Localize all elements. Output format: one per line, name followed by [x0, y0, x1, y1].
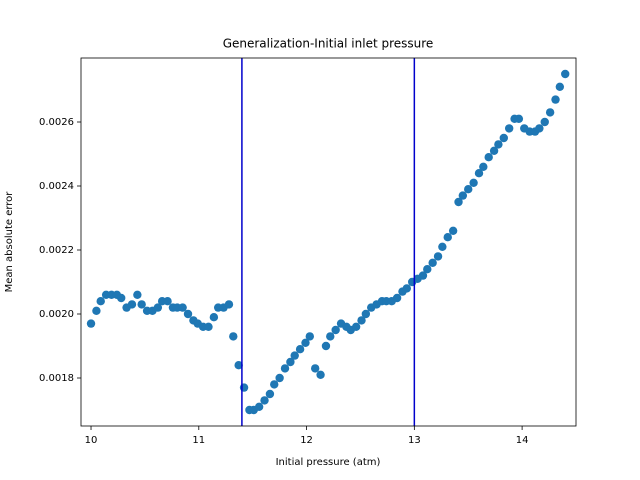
point: [443, 233, 452, 242]
point: [224, 300, 234, 309]
point: [551, 95, 560, 104]
point: [479, 162, 488, 171]
point: [540, 117, 549, 127]
point: [361, 309, 371, 319]
point: [286, 357, 295, 367]
point: [454, 197, 463, 207]
point: [254, 402, 264, 411]
y-tick-label: 0.0026: [39, 117, 74, 128]
y-tick-label: 0.0020: [39, 309, 74, 320]
x-axis-label: Initial pressure (atm): [276, 457, 381, 468]
point: [92, 306, 101, 315]
y-tick-label: 0.0024: [39, 181, 74, 192]
plot-frame: [80, 57, 577, 427]
point: [428, 258, 437, 267]
point: [316, 370, 325, 379]
point: [351, 322, 361, 331]
point: [86, 319, 96, 328]
point: [545, 108, 555, 117]
point: [260, 396, 269, 405]
x-tick-label: 12: [300, 435, 313, 446]
point: [326, 332, 335, 341]
point: [474, 169, 484, 178]
point: [535, 124, 544, 133]
point: [438, 242, 447, 251]
point: [494, 140, 503, 149]
point: [433, 252, 443, 261]
point: [127, 300, 137, 309]
point: [469, 178, 478, 187]
point: [331, 325, 340, 335]
point: [133, 290, 142, 299]
point: [504, 124, 514, 133]
point: [357, 316, 366, 325]
point: [489, 146, 499, 155]
y-axis-label: Mean absolute error: [4, 191, 15, 293]
point: [514, 114, 524, 124]
point: [321, 341, 331, 351]
point: [305, 332, 315, 341]
point: [178, 303, 187, 312]
x-tick-label: 13: [408, 435, 421, 446]
point: [163, 297, 172, 306]
y-tick-label: 0.0018: [39, 373, 74, 384]
point: [265, 389, 275, 399]
x-tick-label: 11: [192, 435, 205, 446]
point: [290, 351, 299, 360]
chart-title: Generalization-Initial inlet pressure: [223, 37, 434, 51]
x-tick-label: 10: [85, 435, 98, 446]
point: [229, 332, 238, 341]
point: [270, 380, 279, 389]
point: [280, 364, 290, 373]
x-tick-label: 14: [516, 435, 529, 446]
point: [137, 300, 146, 309]
point: [239, 383, 249, 392]
point: [418, 271, 428, 280]
point: [555, 82, 565, 92]
point: [484, 153, 493, 162]
point: [458, 191, 468, 200]
point: [295, 345, 305, 354]
point: [183, 309, 193, 319]
point: [301, 338, 310, 347]
y-tick-label: 0.0022: [39, 245, 74, 256]
point: [153, 303, 163, 312]
point: [464, 185, 473, 194]
point: [392, 293, 402, 303]
point: [448, 226, 458, 235]
point: [499, 133, 508, 143]
point: [561, 69, 570, 79]
point: [275, 373, 284, 383]
point: [209, 313, 219, 322]
point: [310, 364, 320, 373]
point: [423, 265, 432, 274]
point: [234, 361, 243, 370]
point: [96, 297, 105, 306]
point: [116, 293, 126, 303]
point: [402, 284, 411, 293]
point: [204, 322, 213, 331]
